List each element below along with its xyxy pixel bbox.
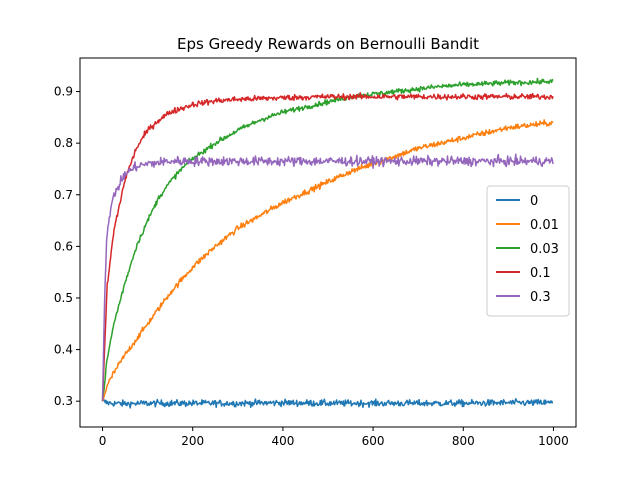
x-tick-label-5: 1000 <box>538 434 569 448</box>
plot-frame <box>79 57 577 428</box>
series-layer <box>101 77 554 409</box>
y-tick-label-2: 0.5 <box>54 291 73 305</box>
x-tick-label-0: 0 <box>99 434 107 448</box>
legend-box <box>486 185 570 317</box>
legend: 0 0.01 0.03 0.1 0.3 <box>486 185 570 317</box>
y-axis: 0.3 0.4 0.5 0.6 0.7 0.8 0.9 <box>54 85 80 408</box>
x-tick-label-2: 400 <box>271 434 294 448</box>
legend-label-3: 0.1 <box>530 266 551 281</box>
chart-title: Eps Greedy Rewards on Bernoulli Bandit <box>177 35 479 53</box>
x-axis: 0 200 400 600 800 1000 <box>99 427 569 448</box>
y-tick-label-4: 0.7 <box>54 188 73 202</box>
y-tick-label-1: 0.4 <box>54 343 73 357</box>
legend-label-4: 0.3 <box>530 290 551 305</box>
y-tick-label-3: 0.6 <box>54 239 73 253</box>
y-tick-label-5: 0.8 <box>54 136 73 150</box>
legend-label-1: 0.01 <box>530 218 559 233</box>
y-tick-label-0: 0.3 <box>54 394 73 408</box>
x-tick-label-4: 800 <box>452 434 475 448</box>
series-line-1 <box>101 119 554 402</box>
series-line-0 <box>101 398 554 409</box>
x-tick-label-3: 600 <box>362 434 385 448</box>
legend-label-2: 0.03 <box>530 242 559 257</box>
y-tick-label-6: 0.9 <box>54 85 73 99</box>
series-line-2 <box>101 77 554 402</box>
series-line-3 <box>101 92 554 402</box>
series-line-4 <box>101 153 554 402</box>
x-tick-label-1: 200 <box>181 434 204 448</box>
legend-label-0: 0 <box>530 194 538 209</box>
